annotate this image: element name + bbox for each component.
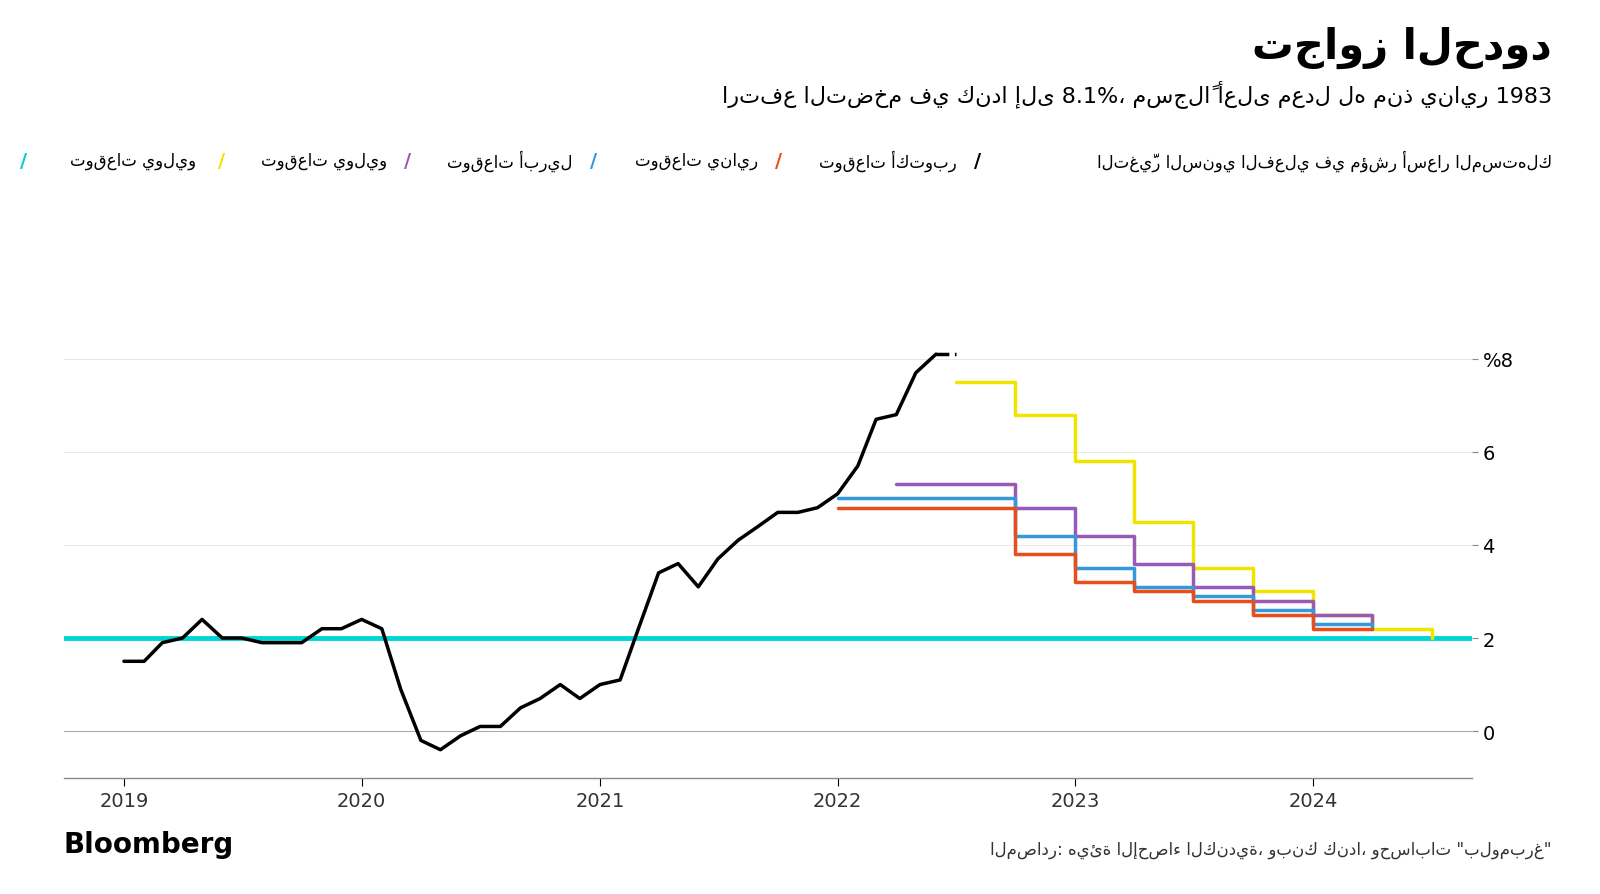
Text: توقعات يوليو: توقعات يوليو [261,152,387,170]
Text: /: / [21,151,27,171]
Text: Bloomberg: Bloomberg [64,831,234,858]
Text: توقعات يناير: توقعات يناير [635,152,758,170]
Text: توقعات أكتوبر: توقعات أكتوبر [819,150,957,172]
Text: التغيّر السنوي الفعلي في مؤشر أسعار المستهلك: التغيّر السنوي الفعلي في مؤشر أسعار المس… [1098,150,1552,172]
Text: /: / [219,151,226,171]
Text: توقعات أبريل: توقعات أبريل [448,150,573,172]
Text: ارتفع التضخم في كندا إلى 8.1%، مسجلاً أعلى معدل له منذ يناير 1983: ارتفع التضخم في كندا إلى 8.1%، مسجلاً أع… [722,80,1552,108]
Text: المصادر: هيئة الإحصاء الكندية، وبنك كندا، وحسابات "بلومبرغ": المصادر: هيئة الإحصاء الكندية، وبنك كندا… [990,840,1552,858]
Text: /: / [590,151,597,171]
Text: /: / [776,151,782,171]
Text: توقعات يوليو: توقعات يوليو [70,152,202,170]
Text: /: / [405,151,411,171]
Text: /: / [974,151,981,171]
Text: تجاوز الحدود: تجاوز الحدود [1253,27,1552,69]
